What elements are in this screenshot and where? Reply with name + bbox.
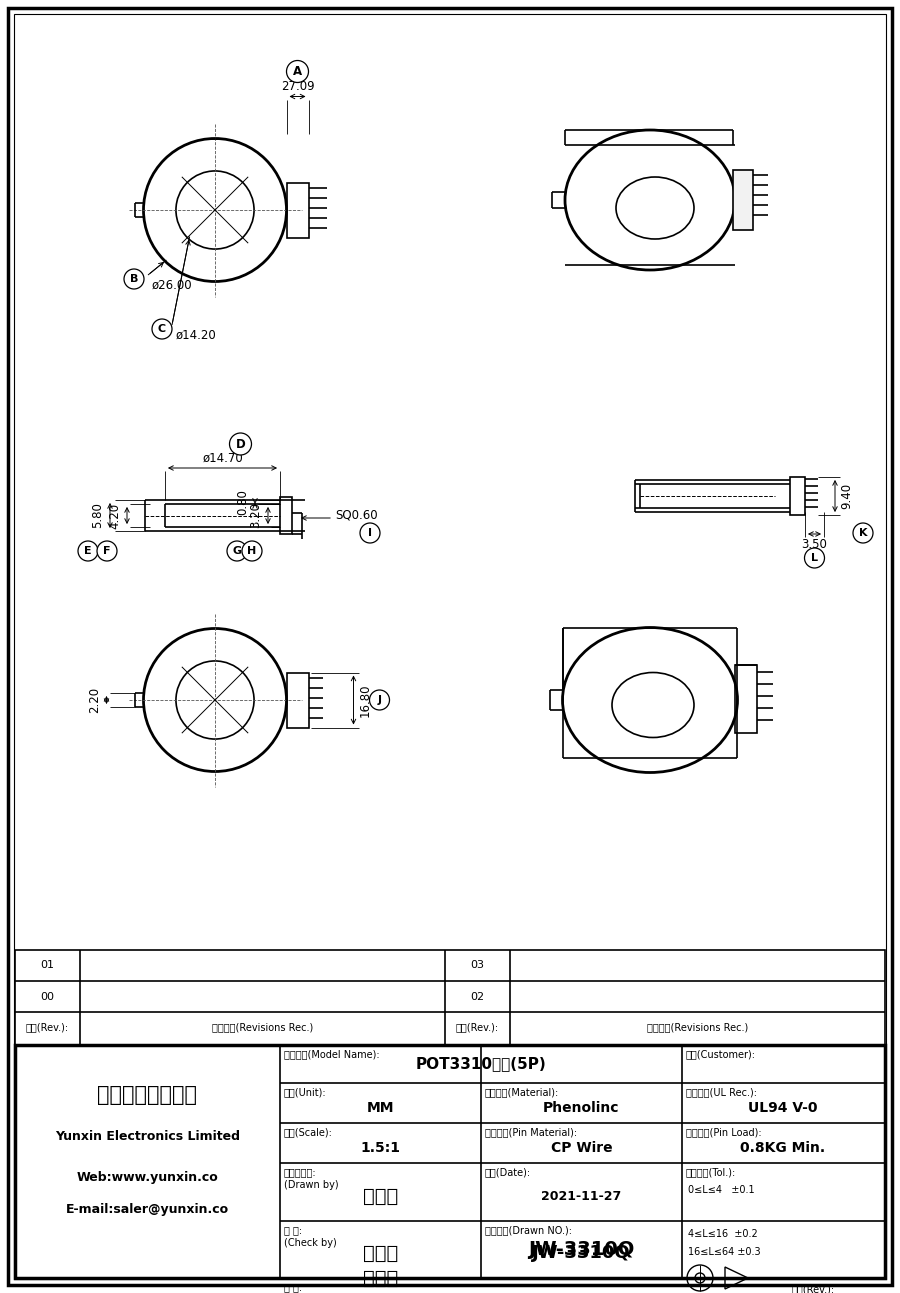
Text: 产品编号(Drawn NO.):: 产品编号(Drawn NO.): (485, 1224, 572, 1235)
Circle shape (242, 540, 262, 561)
Text: 3.50: 3.50 (802, 538, 827, 551)
Bar (790, 477, 805, 515)
Circle shape (78, 540, 98, 561)
Text: 0.80: 0.80 (237, 489, 249, 515)
Text: 27.09: 27.09 (281, 80, 314, 93)
Text: (Drawn by): (Drawn by) (284, 1181, 338, 1190)
Text: JW-3310Q: JW-3310Q (528, 1240, 634, 1259)
Text: 核 准:: 核 准: (284, 1281, 302, 1292)
Text: 针脚材质(Pin Material):: 针脚材质(Pin Material): (485, 1127, 577, 1137)
Text: L: L (811, 553, 818, 562)
Text: 0≤L≤4   ±0.1: 0≤L≤4 ±0.1 (688, 1184, 754, 1195)
Text: 韦景川: 韦景川 (363, 1244, 398, 1263)
Text: SQ0.60: SQ0.60 (335, 508, 378, 521)
Text: I: I (368, 528, 372, 538)
Bar (15, 950, 885, 1045)
Text: 日期(Date):: 日期(Date): (485, 1168, 531, 1177)
Bar (735, 665, 757, 733)
Text: 1.5:1: 1.5:1 (361, 1140, 400, 1155)
Text: 比例(Scale):: 比例(Scale): (284, 1127, 333, 1137)
Text: 修改记录(Revisions Rec.): 修改记录(Revisions Rec.) (647, 1023, 748, 1033)
Text: C: C (158, 325, 166, 334)
Text: 16.80: 16.80 (359, 683, 372, 716)
Text: 02: 02 (471, 992, 484, 1002)
Text: 工程与设计:: 工程与设计: (284, 1168, 317, 1177)
Circle shape (230, 433, 251, 455)
Text: POT3310卧式(5P): POT3310卧式(5P) (416, 1056, 546, 1072)
Text: 一般公差(Tol.):: 一般公差(Tol.): (686, 1168, 736, 1177)
Text: 版本(Rev.):: 版本(Rev.): (26, 1023, 69, 1033)
Bar (733, 169, 753, 230)
Text: 客户(Customer):: 客户(Customer): (686, 1049, 756, 1059)
Circle shape (286, 61, 309, 83)
Circle shape (360, 522, 380, 543)
Text: J: J (377, 696, 382, 705)
Circle shape (853, 522, 873, 543)
Text: 2.20: 2.20 (88, 687, 101, 712)
Bar (280, 497, 292, 534)
Circle shape (805, 548, 824, 568)
Text: 0.8KG Min.: 0.8KG Min. (740, 1140, 825, 1155)
Text: 云芯电子有限公司: 云芯电子有限公司 (97, 1085, 197, 1106)
Text: 4.20: 4.20 (109, 503, 122, 529)
Text: 4≤L≤16  ±0.2: 4≤L≤16 ±0.2 (688, 1230, 758, 1239)
Text: 3.20: 3.20 (249, 503, 263, 529)
Text: ø26.00: ø26.00 (152, 279, 193, 292)
Text: F: F (104, 546, 111, 556)
Text: (Check by): (Check by) (284, 1237, 337, 1248)
Text: B: B (130, 274, 139, 284)
Circle shape (152, 319, 172, 339)
Text: 本体材质(Material):: 本体材质(Material): (485, 1087, 559, 1096)
Text: G: G (232, 546, 241, 556)
Text: 2021-11-27: 2021-11-27 (542, 1190, 622, 1202)
Text: 单位(Unit):: 单位(Unit): (284, 1087, 327, 1096)
Bar (286, 672, 309, 728)
Bar (286, 182, 309, 238)
Circle shape (124, 269, 144, 290)
Bar (15, 1045, 885, 1277)
Text: 防火等级(UL Rec.):: 防火等级(UL Rec.): (686, 1087, 757, 1096)
Text: Phenolinc: Phenolinc (544, 1102, 620, 1115)
Circle shape (370, 690, 390, 710)
Text: E-mail:saler@yunxin.co: E-mail:saler@yunxin.co (66, 1204, 230, 1217)
Text: Yunxin Electronics Limited: Yunxin Electronics Limited (55, 1130, 240, 1143)
Text: 版本(Rev.):: 版本(Rev.): (456, 1023, 500, 1033)
Text: H: H (248, 546, 256, 556)
Text: 张生坤: 张生坤 (363, 1268, 398, 1288)
Text: 03: 03 (471, 961, 484, 971)
Text: Web:www.yunxin.co: Web:www.yunxin.co (76, 1170, 219, 1183)
Text: 16≤L≤64 ±0.3: 16≤L≤64 ±0.3 (688, 1246, 760, 1257)
Circle shape (227, 540, 247, 561)
Text: 01: 01 (40, 961, 55, 971)
Text: 修改记录(Revisions Rec.): 修改记录(Revisions Rec.) (212, 1023, 313, 1033)
Text: UL94 V-0: UL94 V-0 (748, 1102, 817, 1115)
Text: 针脚拉力(Pin Load):: 针脚拉力(Pin Load): (686, 1127, 761, 1137)
Text: 5.80: 5.80 (92, 503, 104, 529)
Text: 版本(Rev.):: 版本(Rev.): (791, 1284, 834, 1293)
Text: CP Wire: CP Wire (551, 1140, 612, 1155)
Text: D: D (236, 437, 246, 450)
Text: 00: 00 (40, 992, 55, 1002)
Text: ø14.20: ø14.20 (176, 328, 217, 343)
Text: 校 对:: 校 对: (284, 1224, 302, 1235)
Text: 刘水强: 刘水强 (363, 1187, 398, 1205)
Text: ø14.70: ø14.70 (202, 451, 243, 464)
Text: JW-3310Q: JW-3310Q (532, 1244, 631, 1262)
Text: A: A (292, 65, 302, 78)
Text: K: K (859, 528, 868, 538)
Text: 规格描述(Model Name):: 规格描述(Model Name): (284, 1049, 380, 1059)
Text: E: E (85, 546, 92, 556)
Circle shape (97, 540, 117, 561)
Text: MM: MM (367, 1102, 394, 1115)
Text: 9.40: 9.40 (841, 484, 853, 509)
